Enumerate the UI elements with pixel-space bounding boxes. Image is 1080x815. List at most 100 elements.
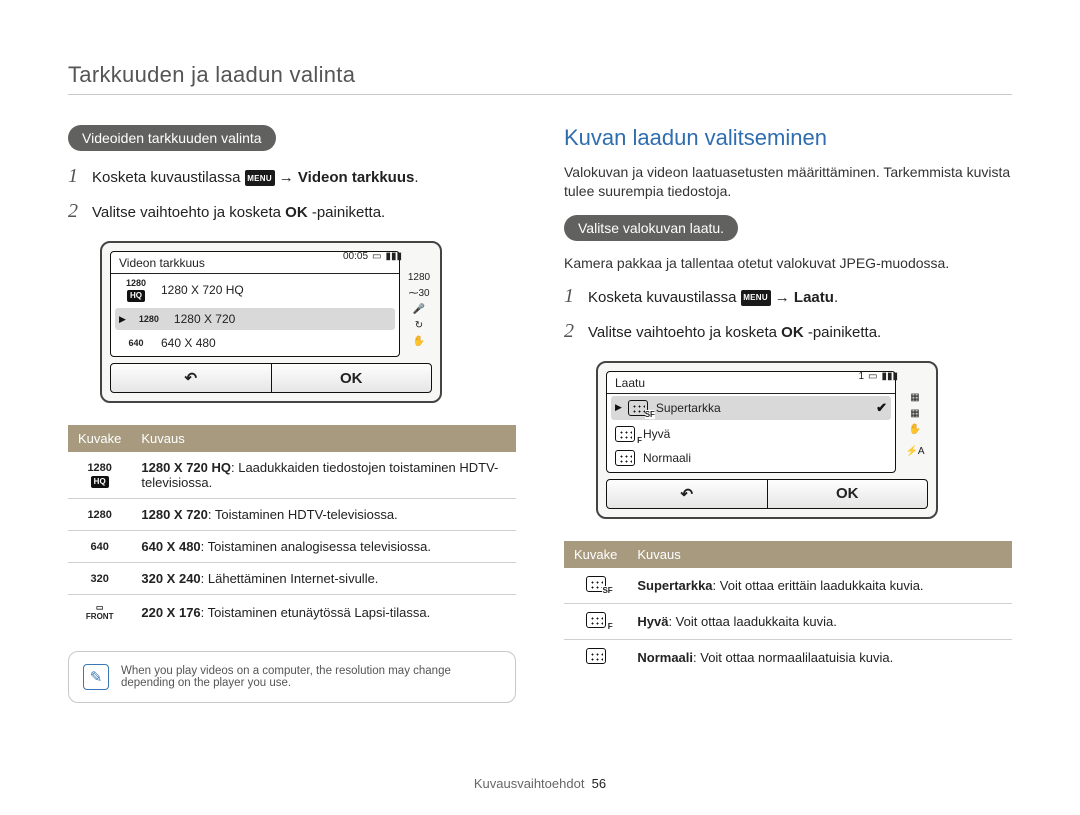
- lcd-panel: Laatu SF Supertarkka ✔ F Hyvä Normaali: [606, 371, 896, 473]
- front-icon: ▭: [96, 603, 104, 612]
- title-underline: [68, 94, 1012, 95]
- t: -painiketta.: [808, 324, 881, 341]
- th: Kuvaus: [131, 425, 516, 452]
- lcd-ok-button[interactable]: OK: [271, 364, 432, 392]
- lcd-row: SF Supertarkka ✔: [611, 396, 891, 420]
- lcd-row-label: 1280 X 720: [174, 312, 235, 326]
- note-box: ✎ When you play videos on a computer, th…: [68, 651, 516, 703]
- check-icon: ✔: [876, 400, 887, 416]
- d: : Lähettäminen Internet-sivulle.: [201, 571, 379, 586]
- lcd-row: Normaali: [607, 446, 895, 470]
- lcd-row: 640 640 X 480: [111, 332, 399, 354]
- d: : Toistaminen analogisessa televisiossa.: [201, 539, 431, 554]
- step-1: 1 Kosketa kuvaustilassa MENU → Laatu.: [564, 285, 1012, 308]
- table-row: F Hyvä: Voit ottaa laadukkaita kuvia.: [564, 603, 1012, 639]
- b: 320 X 240: [141, 571, 200, 586]
- icon-cell: 1280: [68, 499, 131, 531]
- step-number: 2: [68, 200, 82, 223]
- t: .: [834, 289, 838, 306]
- side-icon: ⁓30: [408, 289, 429, 299]
- t: .: [414, 169, 418, 186]
- step-2: 2 Valitse vaihtoehto ja kosketa OK -pain…: [564, 320, 1012, 343]
- t: Laatu: [794, 289, 834, 306]
- side-icon: 1280: [408, 273, 430, 283]
- step-number: 2: [564, 320, 578, 343]
- quality-icon: SF: [628, 400, 648, 416]
- quality-icon: F: [615, 426, 635, 442]
- intro-text: Valokuvan ja videon laatuasetusten määri…: [564, 163, 1012, 201]
- t: Valitse vaihtoehto ja kosketa: [588, 324, 781, 341]
- table-row: Normaali: Voit ottaa normaalilaatuisia k…: [564, 639, 1012, 675]
- t: -painiketta.: [312, 204, 385, 221]
- ok-icon: OK: [285, 204, 308, 221]
- lcd-counter: 1: [858, 371, 864, 382]
- step-text: Kosketa kuvaustilassa MENU → Laatu.: [588, 289, 838, 306]
- section-heading: Kuvan laadun valitseminen: [564, 125, 1012, 151]
- mic-icon: 🎤: [413, 305, 425, 315]
- battery-icon: ▮▮▮: [881, 371, 898, 382]
- th: Kuvaus: [627, 541, 1012, 568]
- step-text: Valitse vaihtoehto ja kosketa OK -painik…: [92, 204, 385, 221]
- menu-icon: MENU: [741, 290, 771, 306]
- step-text: Valitse vaihtoehto ja kosketa OK -painik…: [588, 324, 881, 341]
- card-icon: ▭: [372, 251, 381, 262]
- table-row: SF Supertarkka: Voit ottaa erittäin laad…: [564, 568, 1012, 604]
- d: : Toistaminen etunäytössä Lapsi-tilassa.: [201, 605, 431, 620]
- ois-icon: ✋: [413, 337, 425, 347]
- res-icon: 640: [119, 338, 153, 348]
- lcd-ok-button[interactable]: OK: [767, 480, 928, 508]
- quality-icon: [586, 648, 606, 664]
- sub-note: Kamera pakkaa ja tallentaa otetut valoku…: [564, 255, 1012, 271]
- d: : Voit ottaa normaalilaatuisia kuvia.: [693, 650, 893, 665]
- t: →: [775, 289, 794, 306]
- menu-icon: MENU: [245, 170, 275, 186]
- step-number: 1: [564, 285, 578, 308]
- b: Normaali: [637, 650, 693, 665]
- lcd-video: 00:05 ▭ ▮▮▮ Videon tarkkuus 1280HQ 1280 …: [100, 241, 442, 403]
- side-icon: ▦: [910, 393, 919, 403]
- t: Videon tarkkuus: [298, 169, 414, 186]
- table-row: 1280 1280 X 720: Toistaminen HDTV-televi…: [68, 499, 516, 531]
- icon-cell: ▭FRONT: [68, 595, 131, 630]
- card-icon: ▭: [868, 371, 877, 382]
- pill-photo-quality: Valitse valokuvan laatu.: [564, 215, 738, 241]
- table-row: ▭FRONT 220 X 176: Toistaminen etunäytöss…: [68, 595, 516, 630]
- battery-icon: ▮▮▮: [385, 251, 402, 262]
- res-icon: 1280: [132, 314, 166, 324]
- table-video: Kuvake Kuvaus 1280HQ 1280 X 720 HQ: Laad…: [68, 425, 516, 629]
- lcd-panel: Videon tarkkuus 1280HQ 1280 X 720 HQ 128…: [110, 251, 400, 357]
- steps-right: 1 Kosketa kuvaustilassa MENU → Laatu. 2 …: [564, 285, 1012, 343]
- lcd-row: 1280HQ 1280 X 720 HQ: [111, 274, 399, 306]
- d: : Voit ottaa erittäin laadukkaita kuvia.: [713, 578, 924, 593]
- side-icon: ↻: [415, 321, 423, 331]
- icon-cell: [564, 639, 627, 675]
- lcd-back-button[interactable]: ↶: [607, 480, 767, 508]
- flash-icon: ⚡A: [905, 447, 924, 457]
- step-1: 1 Kosketa kuvaustilassa MENU → Videon ta…: [68, 165, 516, 188]
- note-icon: ✎: [83, 664, 109, 690]
- note-text: When you play videos on a computer, the …: [121, 665, 501, 689]
- step-number: 1: [68, 165, 82, 188]
- footer-label: Kuvausvaihtoehdot: [474, 776, 585, 791]
- icon-cell: 1280HQ: [68, 452, 131, 499]
- t: Valitse vaihtoehto ja kosketa: [92, 204, 285, 221]
- lcd-side-icons: ▦ ▦ ✋ ⚡A: [902, 371, 928, 457]
- d: : Toistaminen HDTV-televisiossa.: [208, 507, 398, 522]
- lcd-timer: 00:05: [343, 251, 368, 262]
- lcd-back-button[interactable]: ↶: [111, 364, 271, 392]
- lcd-row: 1280 1280 X 720: [115, 308, 395, 330]
- step-2: 2 Valitse vaihtoehto ja kosketa OK -pain…: [68, 200, 516, 223]
- b: 1280 X 720: [141, 507, 208, 522]
- ois-icon: ✋: [909, 425, 921, 435]
- t: Kosketa kuvaustilassa: [588, 289, 741, 306]
- table-row: 320 320 X 240: Lähettäminen Internet-siv…: [68, 563, 516, 595]
- b: 640 X 480: [141, 539, 200, 554]
- th: Kuvake: [68, 425, 131, 452]
- page-title: Tarkkuuden ja laadun valinta: [68, 62, 1012, 88]
- footer-page: 56: [592, 776, 606, 791]
- quality-icon: F: [586, 612, 606, 628]
- icon-cell: 640: [68, 531, 131, 563]
- footer: Kuvausvaihtoehdot 56: [0, 776, 1080, 791]
- lcd-row: F Hyvä: [607, 422, 895, 446]
- b: 220 X 176: [141, 605, 200, 620]
